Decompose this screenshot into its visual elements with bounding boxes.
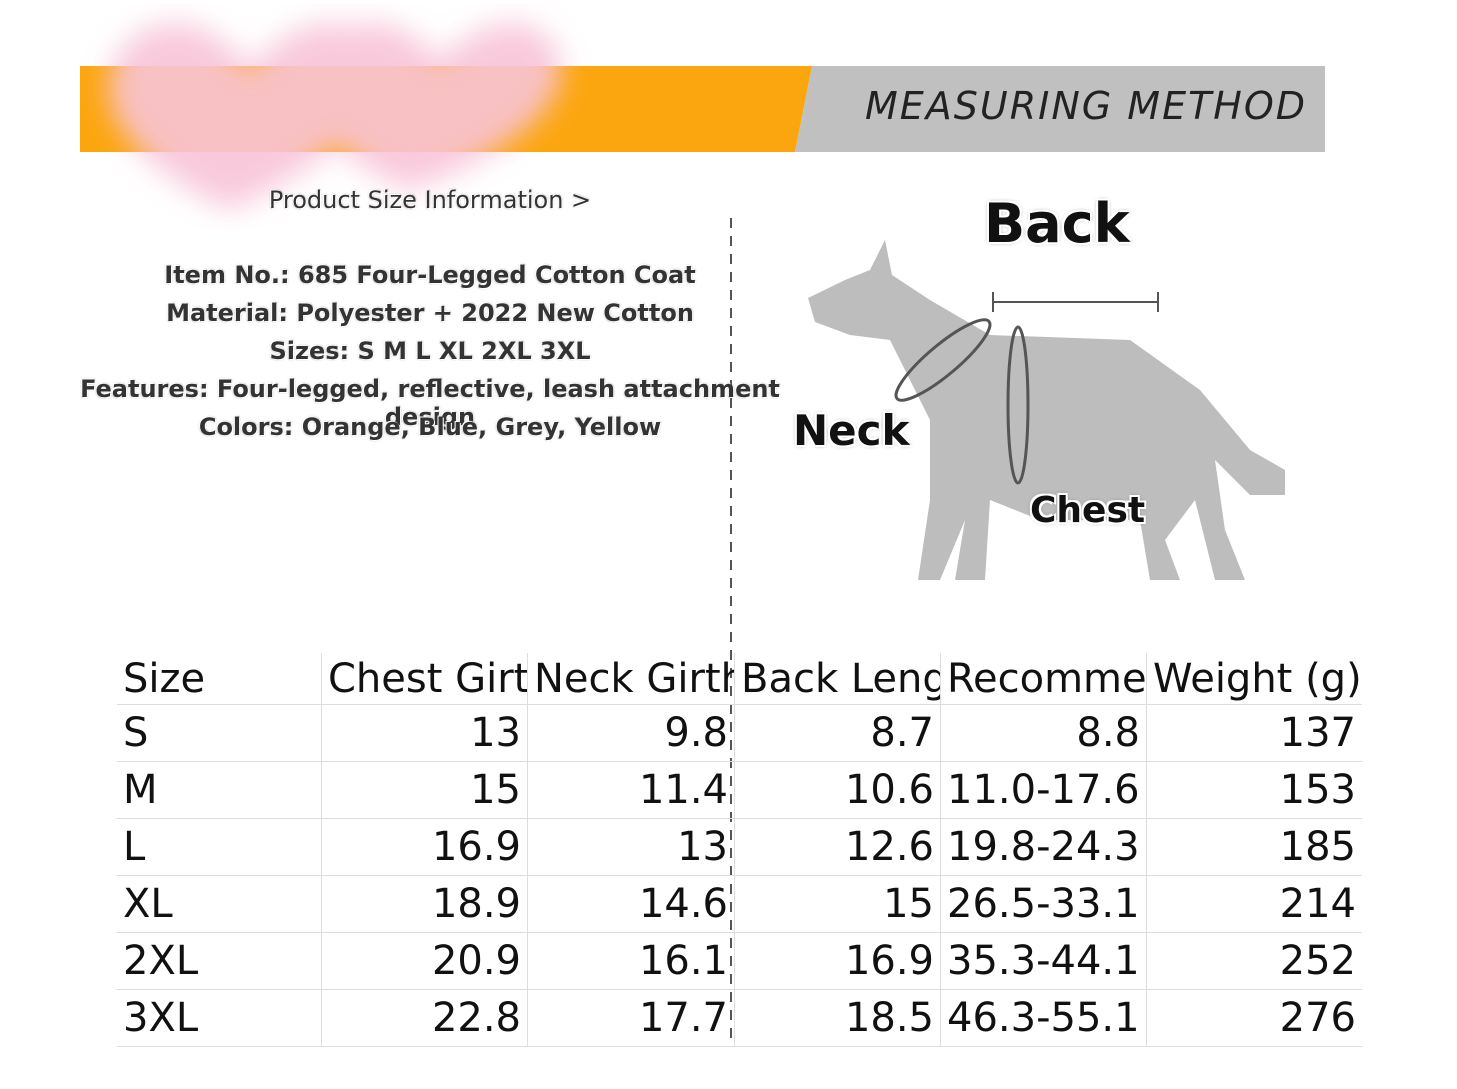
table-cell: 16.1 xyxy=(527,933,734,990)
dog-silhouette xyxy=(808,240,1285,580)
column-header: Weight (g) xyxy=(1146,653,1362,705)
table-cell: 15 xyxy=(734,876,940,933)
table-cell: 2XL xyxy=(117,933,321,990)
table-cell: 214 xyxy=(1146,876,1362,933)
table-cell: M xyxy=(117,762,321,819)
table-cell: 19.8-24.3 xyxy=(940,819,1146,876)
table-cell: 35.3-44.1 xyxy=(940,933,1146,990)
table-cell: 11.4 xyxy=(527,762,734,819)
neck-label: Neck xyxy=(793,406,910,455)
info-line: Sizes: S M L XL 2XL 3XL xyxy=(269,337,591,365)
column-header: Back Leng xyxy=(734,653,940,705)
info-line: Colors: Orange, Blue, Grey, Yellow xyxy=(198,413,662,441)
neck-ring xyxy=(894,318,992,402)
table-cell: 12.6 xyxy=(734,819,940,876)
table-cell: 26.5-33.1 xyxy=(940,876,1146,933)
info-line: Item No.: 685 Four-Legged Cotton Coat xyxy=(164,261,696,289)
hearts-decoration xyxy=(108,22,562,210)
table-cell: 185 xyxy=(1146,819,1362,876)
chest-ring xyxy=(1006,325,1030,485)
table-cell: 9.8 xyxy=(527,705,734,762)
table-cell: XL xyxy=(117,876,321,933)
table-cell: 46.3-55.1 xyxy=(940,990,1146,1047)
table-cell: 18.9 xyxy=(321,876,527,933)
table-cell: 153 xyxy=(1146,762,1362,819)
table-cell: 8.8 xyxy=(940,705,1146,762)
table-cell: 16.9 xyxy=(734,933,940,990)
table-cell: 16.9 xyxy=(321,819,527,876)
table-cell: 13 xyxy=(321,705,527,762)
table-cell: 137 xyxy=(1146,705,1362,762)
column-header: Size xyxy=(117,653,321,705)
back-label: Back xyxy=(984,192,1130,255)
table-cell: 22.8 xyxy=(321,990,527,1047)
table-cell: 20.9 xyxy=(321,933,527,990)
table-cell: 10.6 xyxy=(734,762,940,819)
banner-title: MEASURING METHOD xyxy=(865,84,1308,128)
table-cell: 18.5 xyxy=(734,990,940,1047)
table-cell: 17.7 xyxy=(527,990,734,1047)
chest-label: Chest xyxy=(1030,490,1146,531)
column-header: Recomme xyxy=(940,653,1146,705)
table-cell: 252 xyxy=(1146,933,1362,990)
table-cell: L xyxy=(117,819,321,876)
table-cell: 15 xyxy=(321,762,527,819)
table-cell: S xyxy=(117,705,321,762)
table-cell: 276 xyxy=(1146,990,1362,1047)
column-header: Neck Girth xyxy=(527,653,734,705)
grey-banner xyxy=(795,66,1325,152)
column-header: Chest Girth xyxy=(321,653,527,705)
table-cell: 11.0-17.6 xyxy=(940,762,1146,819)
info-line: Features: Four-legged, reflective, leash… xyxy=(80,375,780,431)
table-cell: 3XL xyxy=(117,990,321,1047)
table-cell: 14.6 xyxy=(527,876,734,933)
info-heading: Product Size Information > xyxy=(268,186,592,214)
info-line: Material: Polyester + 2022 New Cotton xyxy=(166,299,694,327)
table-cell: 13 xyxy=(527,819,734,876)
table-cell: 8.7 xyxy=(734,705,940,762)
